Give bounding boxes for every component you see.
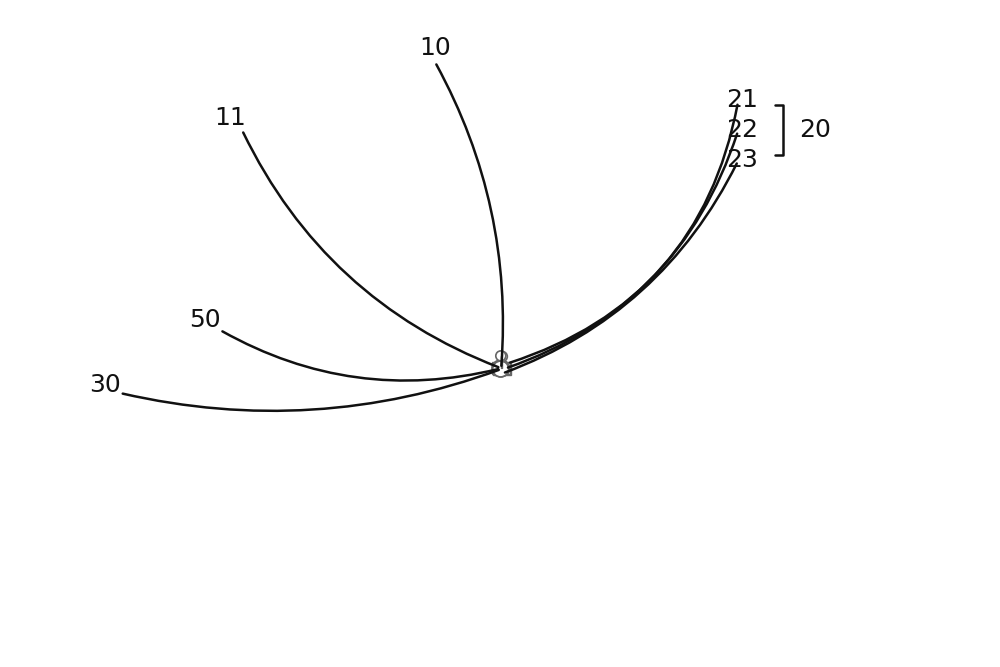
Circle shape (494, 360, 510, 376)
Circle shape (493, 360, 509, 376)
Text: 30: 30 (89, 373, 121, 397)
Polygon shape (499, 368, 501, 369)
FancyBboxPatch shape (492, 362, 510, 374)
Polygon shape (497, 369, 502, 371)
Text: 20: 20 (799, 118, 831, 142)
Polygon shape (500, 369, 501, 371)
Text: 21: 21 (726, 88, 758, 112)
Circle shape (493, 361, 509, 377)
Circle shape (497, 352, 507, 362)
Text: 10: 10 (419, 36, 451, 60)
Text: 50: 50 (189, 308, 221, 332)
Text: 11: 11 (214, 106, 246, 130)
Polygon shape (500, 368, 501, 370)
Polygon shape (499, 368, 503, 370)
Polygon shape (501, 369, 503, 370)
Polygon shape (499, 369, 501, 370)
Circle shape (492, 360, 508, 376)
Polygon shape (501, 368, 502, 370)
Polygon shape (502, 369, 505, 370)
Text: 22: 22 (726, 118, 758, 142)
Text: 23: 23 (726, 148, 758, 172)
Polygon shape (497, 369, 505, 372)
Polygon shape (501, 368, 503, 369)
Circle shape (496, 351, 506, 361)
FancyBboxPatch shape (493, 363, 511, 375)
